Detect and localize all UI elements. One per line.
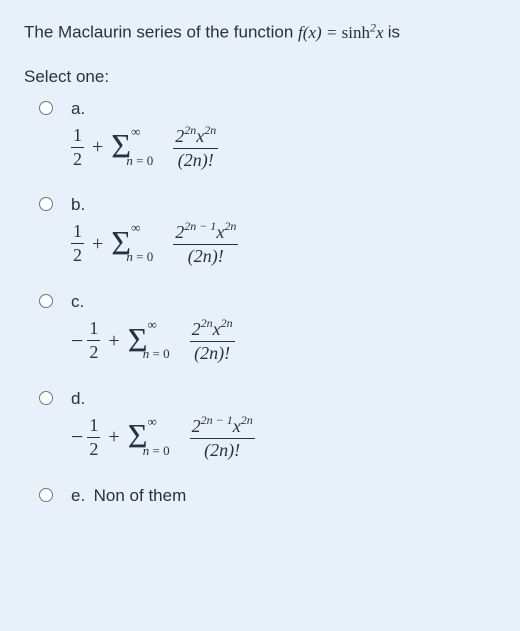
option-e[interactable]: e. Non of them	[34, 486, 496, 506]
plus-sign-d: +	[108, 427, 119, 447]
sigma-top-b: ∞	[131, 221, 140, 234]
term-den-d: (2n)!	[202, 439, 242, 460]
term-num-c: 22nx2n	[190, 318, 235, 342]
option-a-radio[interactable]	[39, 101, 53, 115]
term-num-d: 22n − 1x2n	[190, 415, 255, 439]
half-den-c: 2	[87, 341, 100, 362]
option-b-radio[interactable]	[39, 197, 53, 211]
option-c[interactable]: c. − 1 2 + Σ ∞ n = 0 22nx2n (2n)	[34, 292, 496, 363]
term-frac-c: 22nx2n (2n)!	[190, 318, 235, 363]
half-num-d: 1	[87, 416, 100, 438]
sigma-top-d: ∞	[148, 415, 157, 428]
neg-sign-d: −	[71, 426, 83, 448]
term-num-a: 22nx2n	[173, 125, 218, 149]
option-d-radio[interactable]	[39, 391, 53, 405]
option-e-label: e.	[71, 486, 85, 505]
quiz-page: The Maclaurin series of the function f(x…	[0, 0, 520, 526]
question-eq: =	[322, 23, 342, 42]
option-d-label: d.	[71, 389, 496, 409]
half-frac-d: 1 2	[87, 416, 100, 459]
question-x2: x	[376, 23, 384, 42]
term-den-b: (2n)!	[186, 245, 226, 266]
sigma-eq0-c: = 0	[149, 346, 169, 361]
option-d-body: d. − 1 2 + Σ ∞ n = 0 22n − 1x2n	[71, 389, 496, 460]
sigma-top: ∞	[131, 125, 140, 138]
sigma-eq0: = 0	[133, 153, 153, 168]
option-d[interactable]: d. − 1 2 + Σ ∞ n = 0 22n − 1x2n	[34, 389, 496, 460]
sigma-eq0-d: = 0	[149, 443, 169, 458]
half-num-c: 1	[87, 319, 100, 341]
option-a-label: a.	[71, 99, 496, 119]
sigma-wrap-b: Σ ∞ n = 0	[111, 227, 167, 261]
option-b-label: b.	[71, 195, 496, 215]
option-b-formula: 1 2 + Σ ∞ n = 0 22n − 1x2n (2n)!	[71, 221, 496, 266]
option-c-label: c.	[71, 292, 496, 312]
term-frac-a: 22nx2n (2n)!	[173, 125, 218, 170]
sigma-wrap: Σ ∞ n = 0	[111, 130, 167, 164]
select-one-label: Select one:	[24, 67, 496, 87]
term-frac-b: 22n − 1x2n (2n)!	[173, 221, 238, 266]
option-e-radio[interactable]	[39, 488, 53, 502]
plus-sign-b: +	[92, 234, 103, 254]
option-e-text: Non of them	[94, 486, 187, 505]
option-a[interactable]: a. 1 2 + Σ ∞ n = 0 22nx2n (2n)!	[34, 99, 496, 170]
sigma-wrap-c: Σ ∞ n = 0	[128, 324, 184, 358]
sigma-bottom: n = 0	[126, 154, 153, 167]
sigma-wrap-d: Σ ∞ n = 0	[128, 420, 184, 454]
plus-sign: +	[92, 137, 103, 157]
question-suffix: is	[388, 23, 400, 42]
option-c-radio[interactable]	[39, 294, 53, 308]
option-e-body: e. Non of them	[71, 486, 496, 506]
term-den-a: (2n)!	[176, 149, 216, 170]
options-list: a. 1 2 + Σ ∞ n = 0 22nx2n (2n)!	[24, 99, 496, 506]
half-num-b: 1	[71, 222, 84, 244]
option-c-formula: − 1 2 + Σ ∞ n = 0 22nx2n (2n)!	[71, 318, 496, 363]
term-frac-d: 22n − 1x2n (2n)!	[190, 415, 255, 460]
sigma-bottom-b: n = 0	[126, 250, 153, 263]
sigma-bottom-d: n = 0	[143, 444, 170, 457]
option-c-body: c. − 1 2 + Σ ∞ n = 0 22nx2n (2n)	[71, 292, 496, 363]
option-a-formula: 1 2 + Σ ∞ n = 0 22nx2n (2n)!	[71, 125, 496, 170]
sigma-eq0-b: = 0	[133, 249, 153, 264]
question-text: The Maclaurin series of the function f(x…	[24, 20, 496, 43]
option-b[interactable]: b. 1 2 + Σ ∞ n = 0 22n − 1x2n (2n)!	[34, 195, 496, 266]
option-b-body: b. 1 2 + Σ ∞ n = 0 22n − 1x2n (2n)!	[71, 195, 496, 266]
plus-sign-c: +	[108, 331, 119, 351]
neg-sign-c: −	[71, 330, 83, 352]
half-frac-b: 1 2	[71, 222, 84, 265]
option-d-formula: − 1 2 + Σ ∞ n = 0 22n − 1x2n (2n)!	[71, 415, 496, 460]
question-prefix: The Maclaurin series of the function	[24, 23, 298, 42]
sigma-bottom-c: n = 0	[143, 347, 170, 360]
half-den-b: 2	[71, 244, 84, 265]
term-num-b: 22n − 1x2n	[173, 221, 238, 245]
half-frac: 1 2	[71, 126, 84, 169]
half-num: 1	[71, 126, 84, 148]
question-sinh: sinh	[342, 23, 370, 42]
question-x1: x	[308, 23, 316, 42]
half-den: 2	[71, 148, 84, 169]
half-den-d: 2	[87, 438, 100, 459]
half-frac-c: 1 2	[87, 319, 100, 362]
sigma-top-c: ∞	[148, 318, 157, 331]
term-den-c: (2n)!	[192, 342, 232, 363]
option-a-body: a. 1 2 + Σ ∞ n = 0 22nx2n (2n)!	[71, 99, 496, 170]
